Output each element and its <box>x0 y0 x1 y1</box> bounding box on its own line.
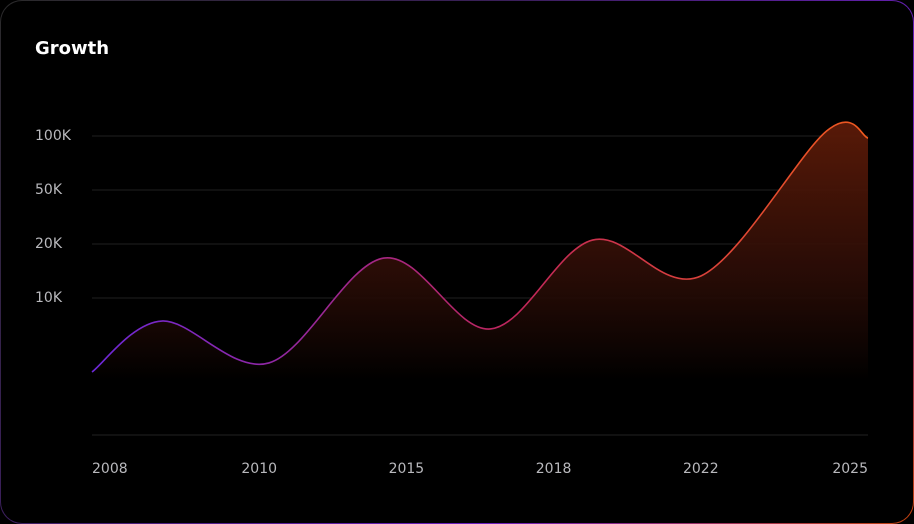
x-tick-label: 2010 <box>241 461 277 477</box>
y-tick-label: 10K <box>35 290 63 306</box>
x-tick-label: 2022 <box>683 461 719 477</box>
y-tick-label: 50K <box>35 182 63 198</box>
x-tick-label: 2025 <box>832 461 868 477</box>
x-tick-label: 2018 <box>536 461 572 477</box>
x-tick-label: 2008 <box>92 461 128 477</box>
y-tick-label: 20K <box>35 236 63 252</box>
area-fill <box>92 122 868 380</box>
line <box>91 121 869 373</box>
chart-title: Growth <box>35 38 109 59</box>
y-tick-label: 100K <box>35 128 72 144</box>
x-tick-label: 2015 <box>389 461 425 477</box>
